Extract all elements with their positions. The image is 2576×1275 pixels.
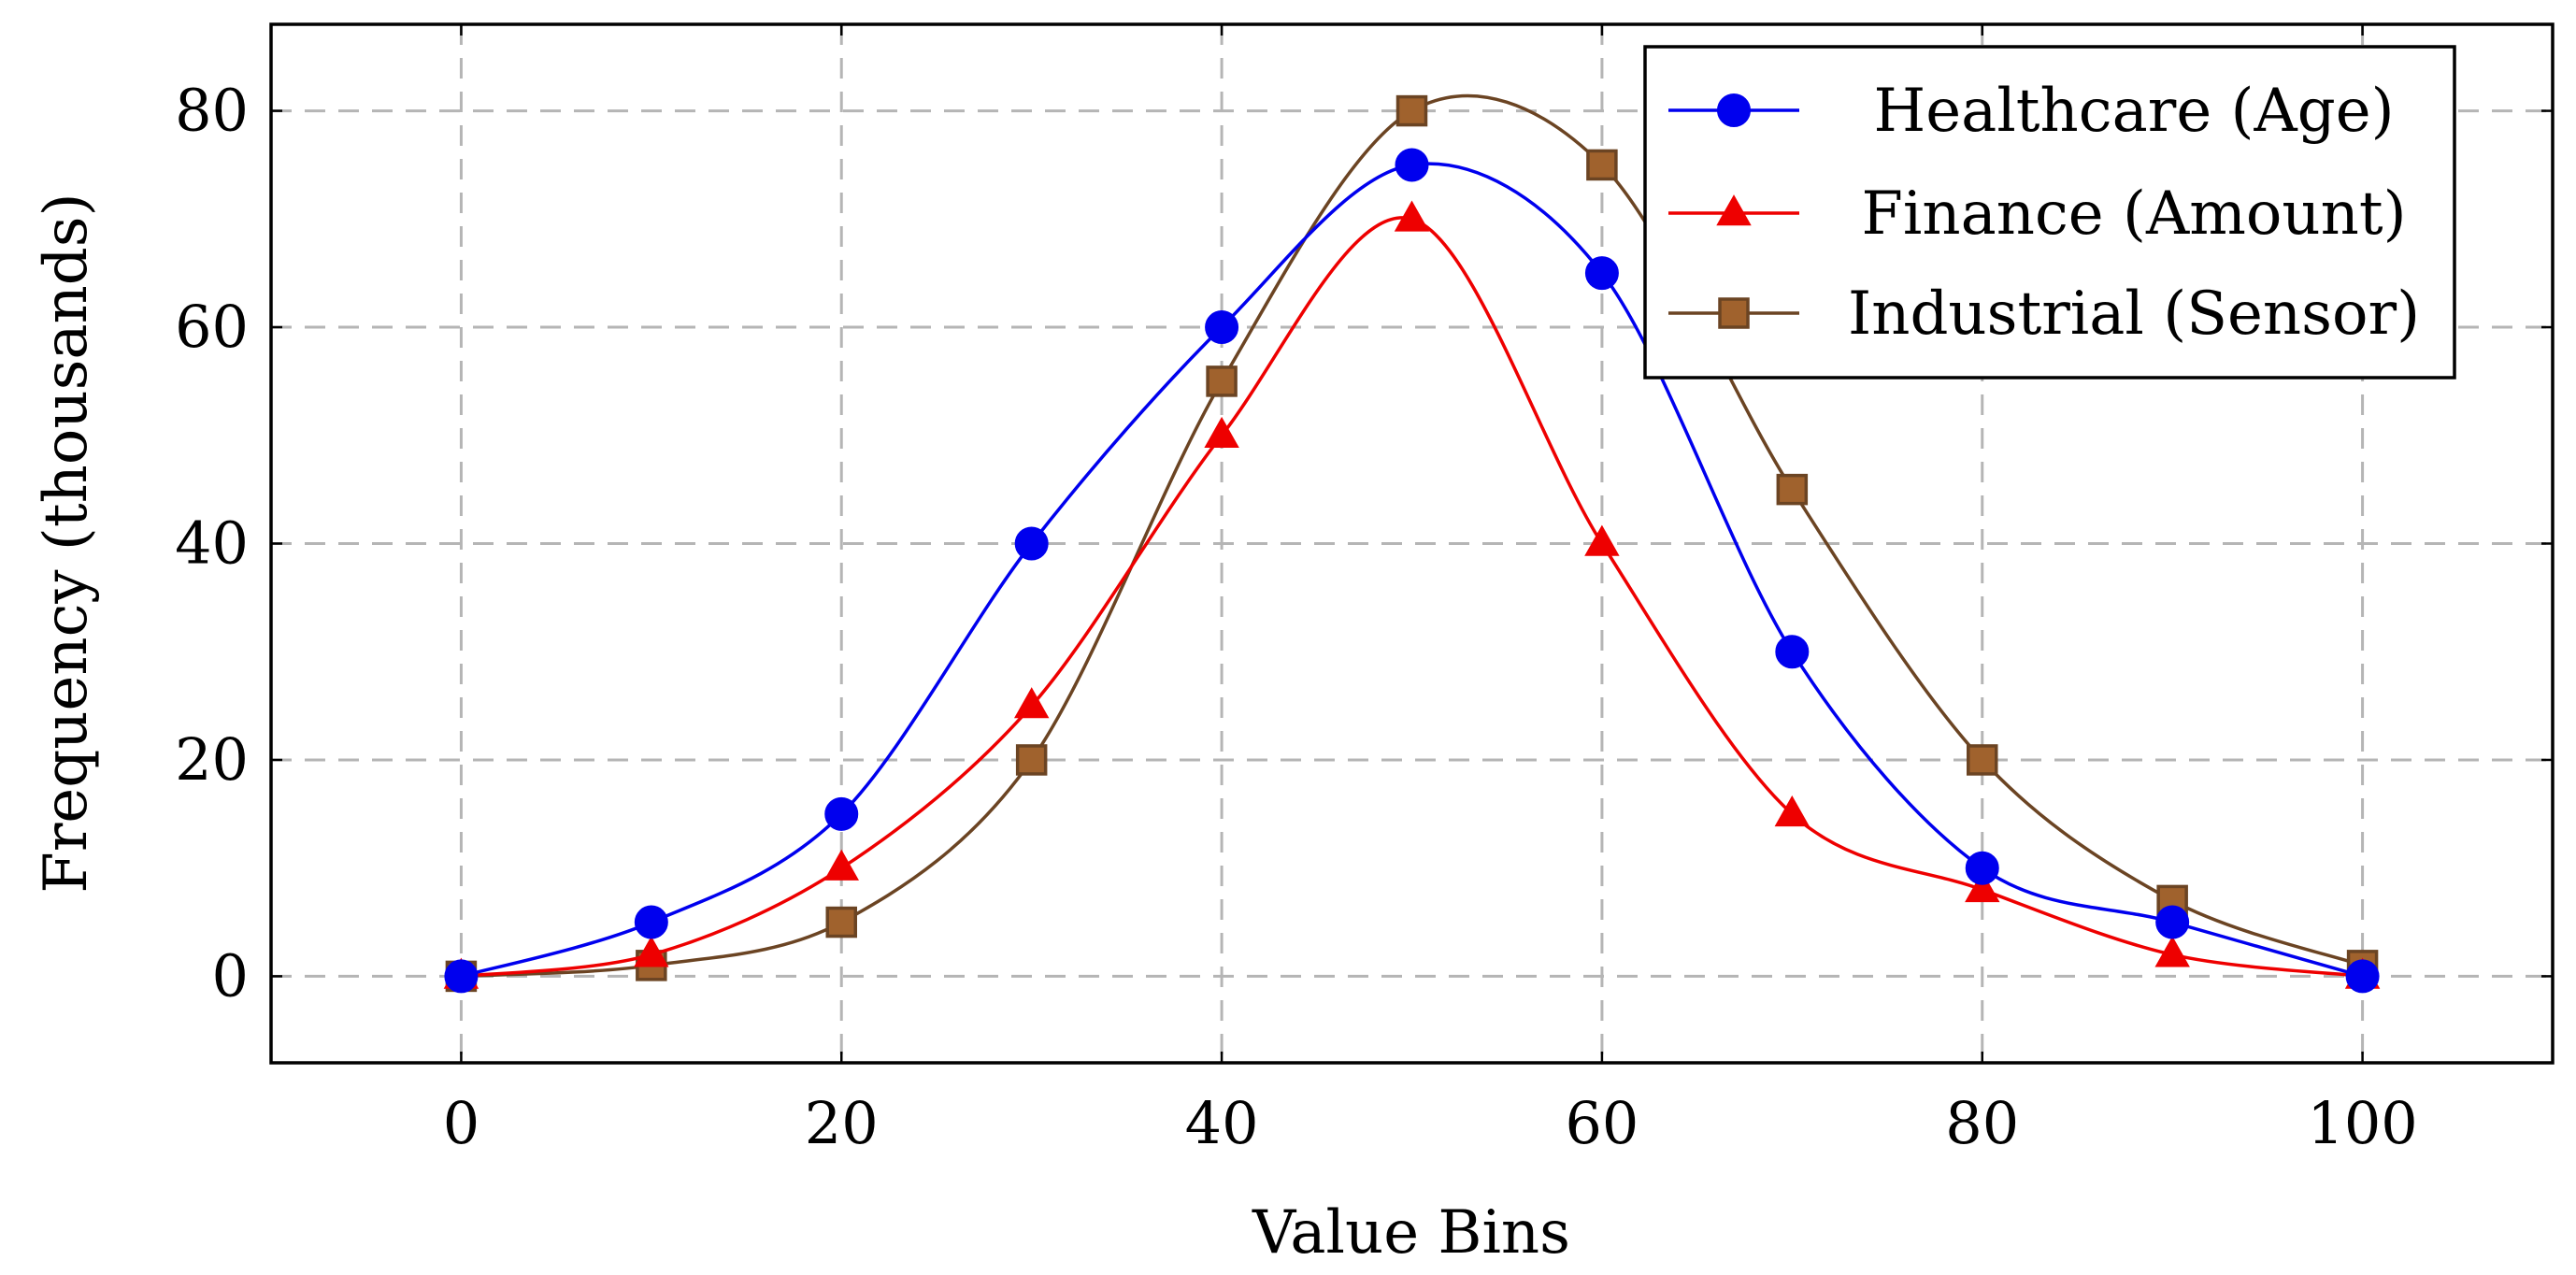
data-point bbox=[2345, 959, 2380, 994]
y-tick-label: 60 bbox=[175, 293, 249, 361]
legend-item: Industrial (Sensor) bbox=[1668, 279, 2420, 349]
x-tick-label: 0 bbox=[443, 1089, 479, 1157]
data-point bbox=[1584, 524, 1620, 556]
data-point bbox=[825, 906, 857, 938]
data-point bbox=[2154, 936, 2190, 967]
data-point bbox=[824, 796, 859, 831]
data-point bbox=[1584, 256, 1619, 291]
legend-marker bbox=[1716, 194, 1752, 226]
data-point bbox=[1206, 365, 1238, 397]
data-point bbox=[1013, 687, 1050, 719]
data-point bbox=[1395, 94, 1428, 127]
data-point bbox=[1204, 416, 1239, 448]
legend-label: Industrial (Sensor) bbox=[1848, 279, 2420, 349]
data-point bbox=[634, 936, 669, 967]
data-point bbox=[823, 849, 860, 881]
axis-ticks: 0 20 40 60 80 100 0 20 40 60 80 bbox=[175, 24, 2553, 1157]
x-tick-label: 60 bbox=[1565, 1089, 1639, 1157]
data-point bbox=[1586, 149, 1618, 181]
y-axis-title: Frequency (thousands) bbox=[32, 193, 101, 893]
data-point bbox=[1014, 526, 1049, 561]
data-point bbox=[1395, 148, 1429, 182]
data-point bbox=[1205, 310, 1239, 345]
legend-item: Finance (Amount) bbox=[1668, 179, 2407, 249]
y-tick-label: 20 bbox=[175, 725, 249, 794]
data-point bbox=[1775, 635, 1810, 669]
y-tick-label: 0 bbox=[212, 941, 249, 1010]
legend-marker bbox=[1717, 93, 1751, 127]
data-point bbox=[1967, 744, 1998, 776]
data-point bbox=[1965, 870, 2000, 903]
data-point bbox=[444, 959, 479, 994]
legend-item: Healthcare (Age) bbox=[1668, 77, 2395, 146]
y-tick-label: 40 bbox=[175, 509, 249, 578]
x-tick-label: 20 bbox=[805, 1089, 879, 1157]
series-finance-amount bbox=[443, 200, 2381, 989]
data-point bbox=[1965, 851, 1999, 885]
data-point bbox=[1015, 744, 1048, 776]
data-point bbox=[1776, 473, 1809, 506]
series-group bbox=[443, 93, 2381, 994]
series-healthcare-age bbox=[444, 148, 2380, 994]
data-point bbox=[634, 905, 668, 939]
y-tick-label: 80 bbox=[175, 77, 249, 145]
x-axis-title: Value Bins bbox=[1252, 1198, 1570, 1268]
x-tick-label: 100 bbox=[2307, 1089, 2417, 1157]
x-tick-label: 80 bbox=[1945, 1089, 2019, 1157]
data-point bbox=[2155, 905, 2190, 939]
data-point bbox=[1774, 795, 1810, 827]
data-point bbox=[1394, 200, 1430, 232]
legend-label: Finance (Amount) bbox=[1861, 179, 2406, 249]
legend: Healthcare (Age) Finance (Amount) Industri… bbox=[1643, 45, 2456, 380]
legend-marker bbox=[1718, 297, 1750, 329]
legend-label: Healthcare (Age) bbox=[1873, 77, 2394, 146]
x-tick-label: 40 bbox=[1185, 1089, 1259, 1157]
